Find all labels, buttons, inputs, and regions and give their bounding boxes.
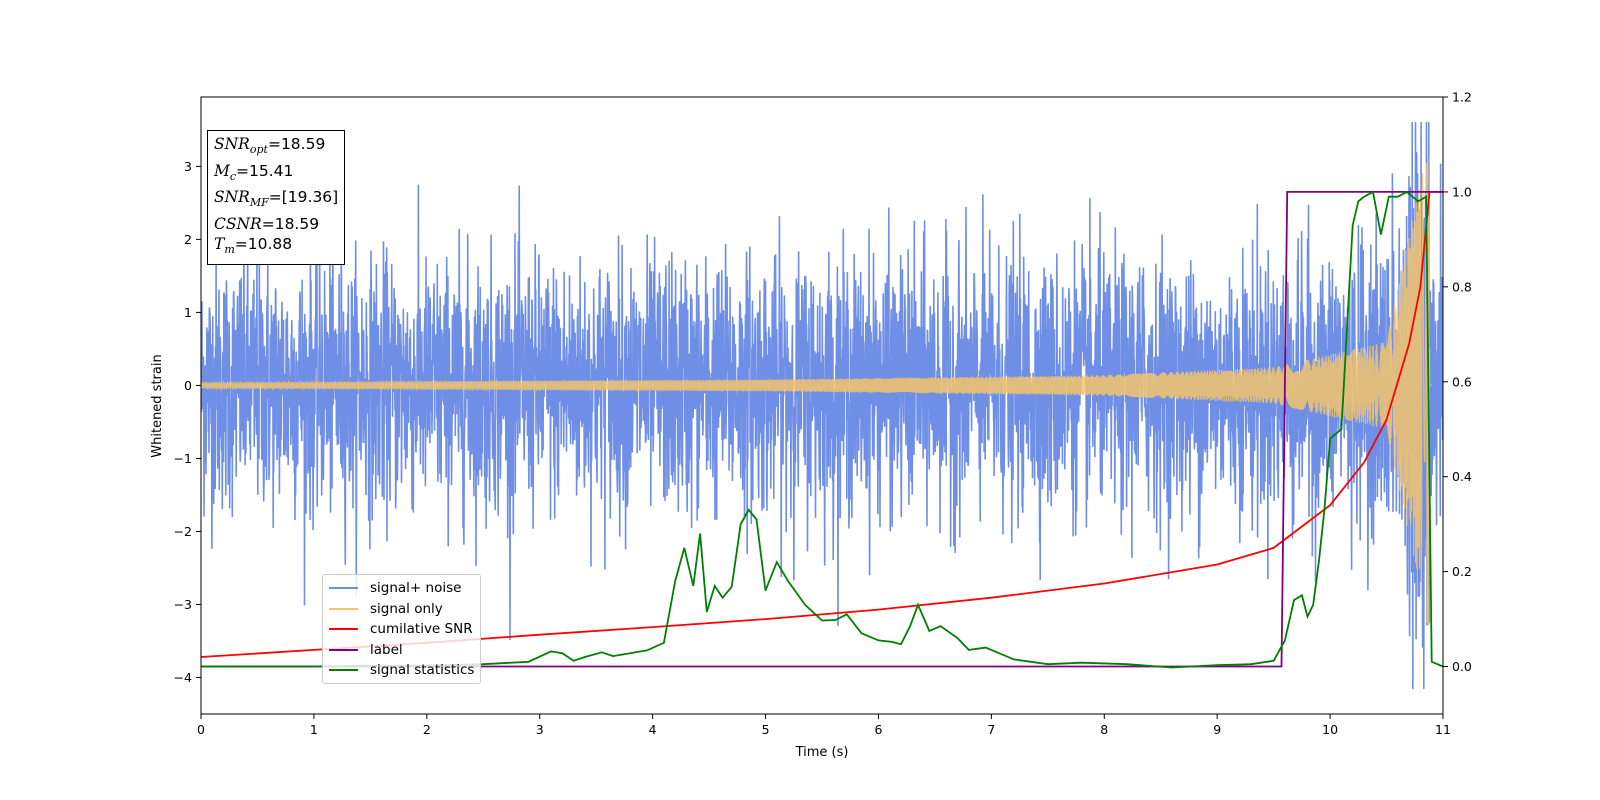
plot-frame: [200, 96, 1444, 715]
y-tick-label: −2: [174, 524, 192, 539]
x-tick-label: 3: [536, 722, 544, 737]
y2-tick-label: 1.2: [1452, 90, 1472, 105]
tm-value: =10.88: [234, 235, 293, 254]
snr-opt-row: SNRopt=18.59: [214, 134, 338, 161]
legend-entry-signal-only: signal only: [323, 599, 480, 620]
y2-tick-label: 0.2: [1452, 564, 1472, 579]
tm-row: Tm=10.88: [214, 234, 338, 261]
cumulative-snr-line: [201, 191, 1443, 658]
legend-swatch-label: [329, 648, 358, 651]
snr-opt-symbol: SNR: [214, 135, 250, 153]
x-tick-label: 8: [1100, 722, 1108, 737]
csnr-symbol: CSNR: [214, 214, 262, 233]
x-tick-label: 6: [874, 722, 882, 737]
tm-subscript: m: [224, 243, 235, 257]
y-axis-right: 1.2 1.0 0.8 0.6 0.4 0.2 0.0: [1443, 90, 1472, 674]
legend-label-signal-statistics: signal statistics: [370, 662, 475, 679]
y-tick-label: 0: [184, 378, 192, 393]
x-tick-label: 7: [987, 722, 995, 737]
legend-label-label: label: [370, 641, 403, 658]
x-tick-label: 9: [1213, 722, 1221, 737]
tm-symbol: T: [214, 235, 225, 254]
x-tick-label: 1: [310, 722, 318, 737]
y-axis-left: 3 2 1 0 −1 −2 −3 −4: [174, 159, 201, 685]
mc-value: =15.41: [236, 161, 294, 180]
y-axis-title: Whitened strain: [150, 354, 165, 457]
legend-entry-signal-statistics: signal statistics: [323, 660, 480, 681]
legend-swatch-signal-only: [329, 607, 358, 610]
y2-tick-label: 0.4: [1452, 469, 1472, 484]
y-tick-label: 2: [184, 232, 192, 247]
legend-swatch-signal-statistics: [329, 669, 358, 672]
legend-label-signal-noise: signal+ noise: [370, 580, 462, 597]
csnr-row: CSNR=18.59: [214, 214, 338, 235]
mc-symbol: M: [214, 161, 230, 180]
mc-subscript: c: [229, 169, 237, 183]
x-axis-title: Time (s): [795, 745, 849, 760]
x-tick-label: 11: [1435, 722, 1451, 737]
legend-entry-signal-noise: signal+ noise: [323, 578, 480, 599]
x-tick-label: 2: [423, 722, 431, 737]
y-tick-label: −1: [174, 451, 192, 466]
legend-swatch-signal-noise: [329, 587, 358, 590]
plot-series: [201, 121, 1443, 690]
y-tick-label: 3: [184, 159, 192, 174]
y2-tick-label: 1.0: [1452, 184, 1472, 199]
legend: signal+ noise signal only cumilative SNR…: [322, 574, 481, 684]
snr-mf-subscript: MF: [249, 196, 269, 210]
x-tick-label: 10: [1322, 722, 1338, 737]
snr-mf-symbol: SNR: [214, 188, 250, 207]
snr-mf-row: SNRMF=[19.36]: [214, 187, 338, 214]
legend-swatch-cumulative-snr: [329, 628, 358, 631]
label-line: [201, 191, 1443, 668]
info-box: SNRopt=18.59 Mc=15.41 SNRMF=[19.36] CSNR…: [207, 130, 346, 265]
snr-opt-subscript: opt: [249, 143, 268, 157]
legend-label-signal-only: signal only: [370, 600, 443, 617]
legend-entry-cumulative-snr: cumilative SNR: [323, 619, 480, 640]
csnr-value: =18.59: [261, 214, 320, 233]
y2-tick-label: 0.0: [1452, 659, 1472, 674]
x-tick-label: 0: [197, 722, 205, 737]
legend-label-cumulative-snr: cumilative SNR: [370, 621, 473, 638]
mc-row: Mc=15.41: [214, 161, 338, 188]
snr-mf-value: =[19.36]: [268, 188, 339, 207]
signal-only-line: [201, 158, 1432, 626]
x-tick-label: 5: [762, 722, 770, 737]
legend-entry-label: label: [323, 640, 480, 661]
signal-statistics-line: [201, 190, 1443, 669]
x-tick-label: 4: [649, 722, 657, 737]
y-tick-label: −4: [174, 670, 192, 685]
y2-tick-label: 0.6: [1452, 374, 1472, 389]
snr-opt-value: =18.59: [267, 135, 326, 153]
y-tick-label: 1: [184, 305, 192, 320]
y-tick-label: −3: [174, 597, 192, 612]
y2-tick-label: 0.8: [1452, 279, 1472, 294]
x-axis: 0 1 2 3 4 5 6 7 8 9 10 11: [197, 714, 1451, 737]
